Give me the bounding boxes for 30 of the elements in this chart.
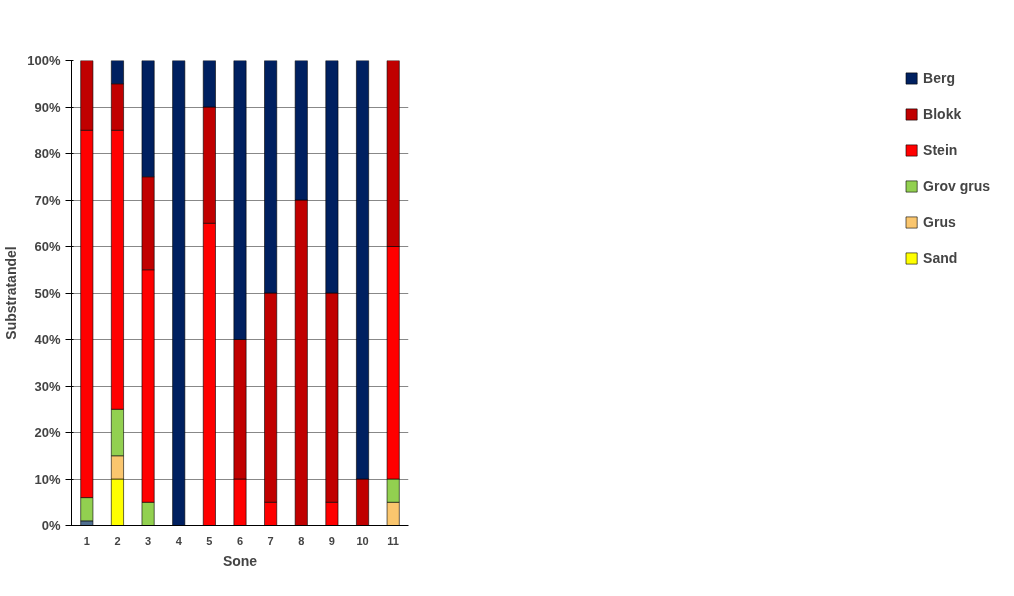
x-tick-label: 1 [83,534,90,547]
legend-label: Blokk [923,106,962,122]
x-tick-label: 3 [145,534,152,547]
y-tick-label: 90% [34,99,61,115]
x-tick-label: 6 [236,534,244,547]
y-tick-label: 30% [34,378,61,394]
legend-label: Sand [923,250,958,266]
x-tick-label: 4 [175,534,183,547]
y-tick-label: 70% [34,192,61,208]
x-tick-label: 10 [356,534,369,547]
x-tick-label: 7 [267,534,274,547]
legend-label: Stein [923,142,958,158]
y-tick-label: 20% [34,425,61,440]
x-tick-label: 11 [387,534,400,547]
y-tick-label: 80% [34,146,61,161]
x-tick-label: 2 [114,534,121,547]
x-tick-label: 9 [328,534,335,547]
y-tick-label: 40% [34,332,61,347]
x-tick-label: 5 [206,534,213,547]
legend-label: Grus [923,214,956,230]
y-tick-label: 10% [34,471,61,487]
y-tick-label: 0% [41,518,61,533]
x-axis-title: Sone [222,552,258,569]
legend-label: Berg [923,70,955,86]
y-tick-label: 60% [34,239,61,254]
y-axis-title: Substratandel [3,246,20,340]
y-tick-label: 100% [27,53,61,68]
legend-label: Grov grus [923,178,990,194]
y-tick-label: 50% [34,285,61,301]
x-tick-label: 8 [298,534,305,547]
